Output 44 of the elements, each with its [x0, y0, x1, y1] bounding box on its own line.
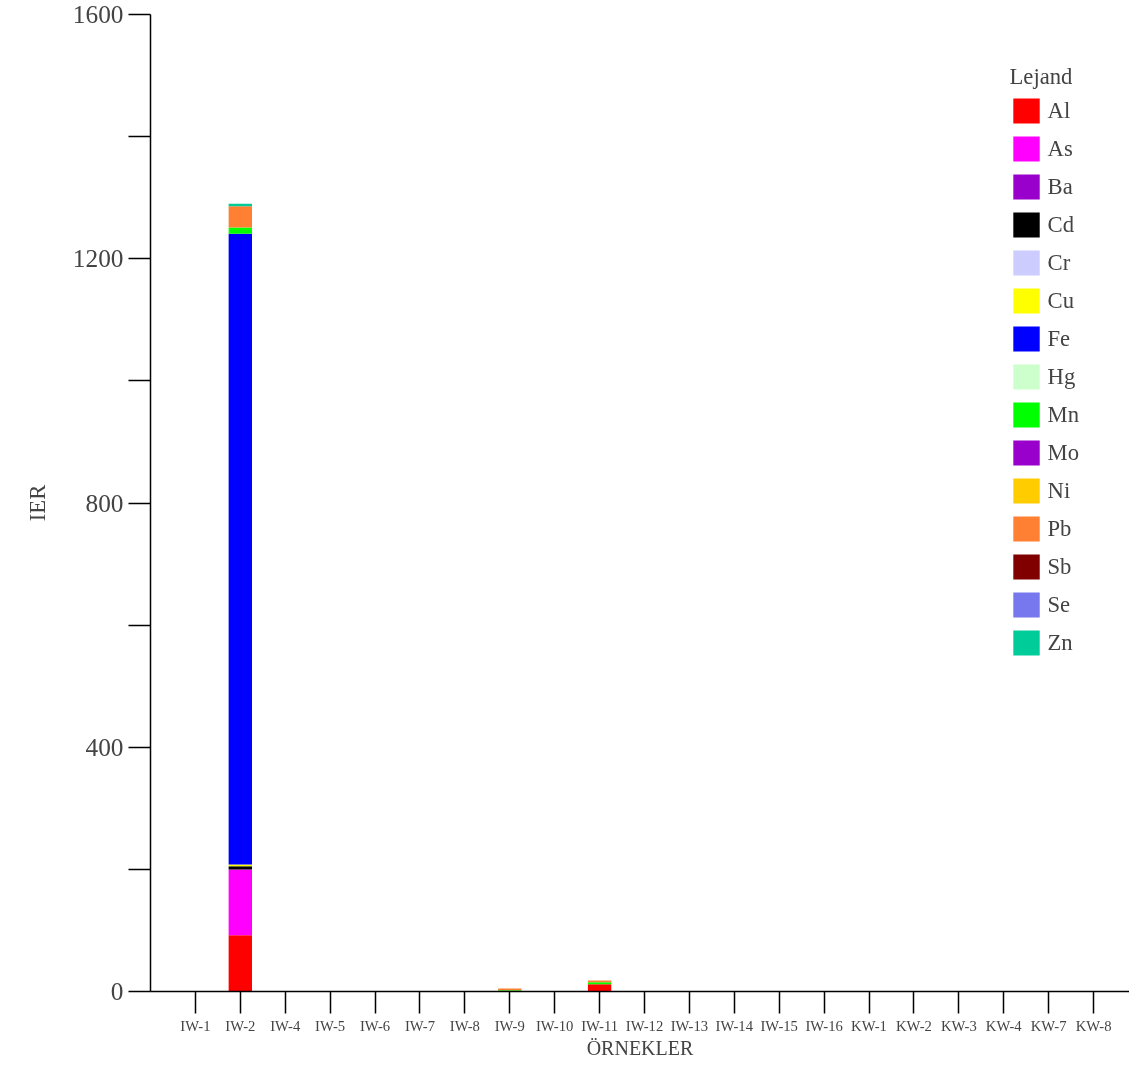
- legend-label: Cr: [1047, 248, 1071, 277]
- legend-label: Cu: [1047, 286, 1074, 315]
- legend-title: Lejand: [1009, 64, 1074, 90]
- x-tick-label: IW-14: [715, 1017, 754, 1034]
- legend-label: Ni: [1047, 476, 1071, 505]
- x-tick-label: IW-6: [359, 1017, 391, 1034]
- y-tick-label: 1600: [72, 0, 124, 28]
- x-tick-label: IW-13: [670, 1017, 709, 1034]
- x-tick-label: KW-1: [851, 1017, 887, 1034]
- y-tick-label: 800: [85, 488, 124, 517]
- legend-label: Mo: [1047, 438, 1079, 467]
- x-tick-label: IW-10: [535, 1017, 574, 1034]
- x-tick-label: IW-11: [581, 1017, 619, 1034]
- x-tick-label: IW-16: [805, 1017, 843, 1034]
- x-tick-label: KW-7: [1030, 1017, 1067, 1034]
- x-tick-label: IW-1: [180, 1017, 211, 1034]
- legend-label: Mn: [1047, 400, 1079, 429]
- legend-label: Al: [1047, 96, 1071, 125]
- legend-label: As: [1047, 134, 1073, 163]
- x-tick-label: IW-2: [225, 1017, 256, 1034]
- legend-label: Ba: [1047, 172, 1073, 201]
- y-tick-label: 1200: [72, 244, 124, 273]
- x-tick-label: IW-15: [760, 1017, 798, 1034]
- x-tick-label: IW-12: [625, 1017, 664, 1034]
- x-tick-label: IW-9: [494, 1017, 525, 1034]
- y-tick-label: 0: [110, 977, 124, 1005]
- x-tick-label: IW-8: [449, 1017, 480, 1034]
- x-tick-label: KW-2: [896, 1017, 932, 1034]
- legend-label: Zn: [1047, 628, 1073, 657]
- legend-label: Se: [1047, 590, 1071, 619]
- legend-label: Cd: [1047, 210, 1074, 239]
- legend-label: Sb: [1047, 552, 1072, 581]
- y-tick-label: 400: [85, 732, 124, 761]
- legend-label: Hg: [1047, 362, 1076, 391]
- x-tick-label: KW-8: [1075, 1017, 1112, 1034]
- y-axis-title: IER: [24, 483, 50, 522]
- legend-label: Fe: [1047, 324, 1071, 353]
- x-axis-title: ÖRNEKLER: [586, 1036, 694, 1059]
- x-tick-label: IW-7: [404, 1017, 436, 1034]
- x-tick-label: KW-4: [985, 1017, 1023, 1034]
- legend-label: Pb: [1047, 514, 1072, 543]
- x-tick-label: KW-3: [940, 1017, 977, 1034]
- x-tick-label: IW-4: [270, 1017, 301, 1034]
- x-tick-label: IW-5: [315, 1017, 346, 1034]
